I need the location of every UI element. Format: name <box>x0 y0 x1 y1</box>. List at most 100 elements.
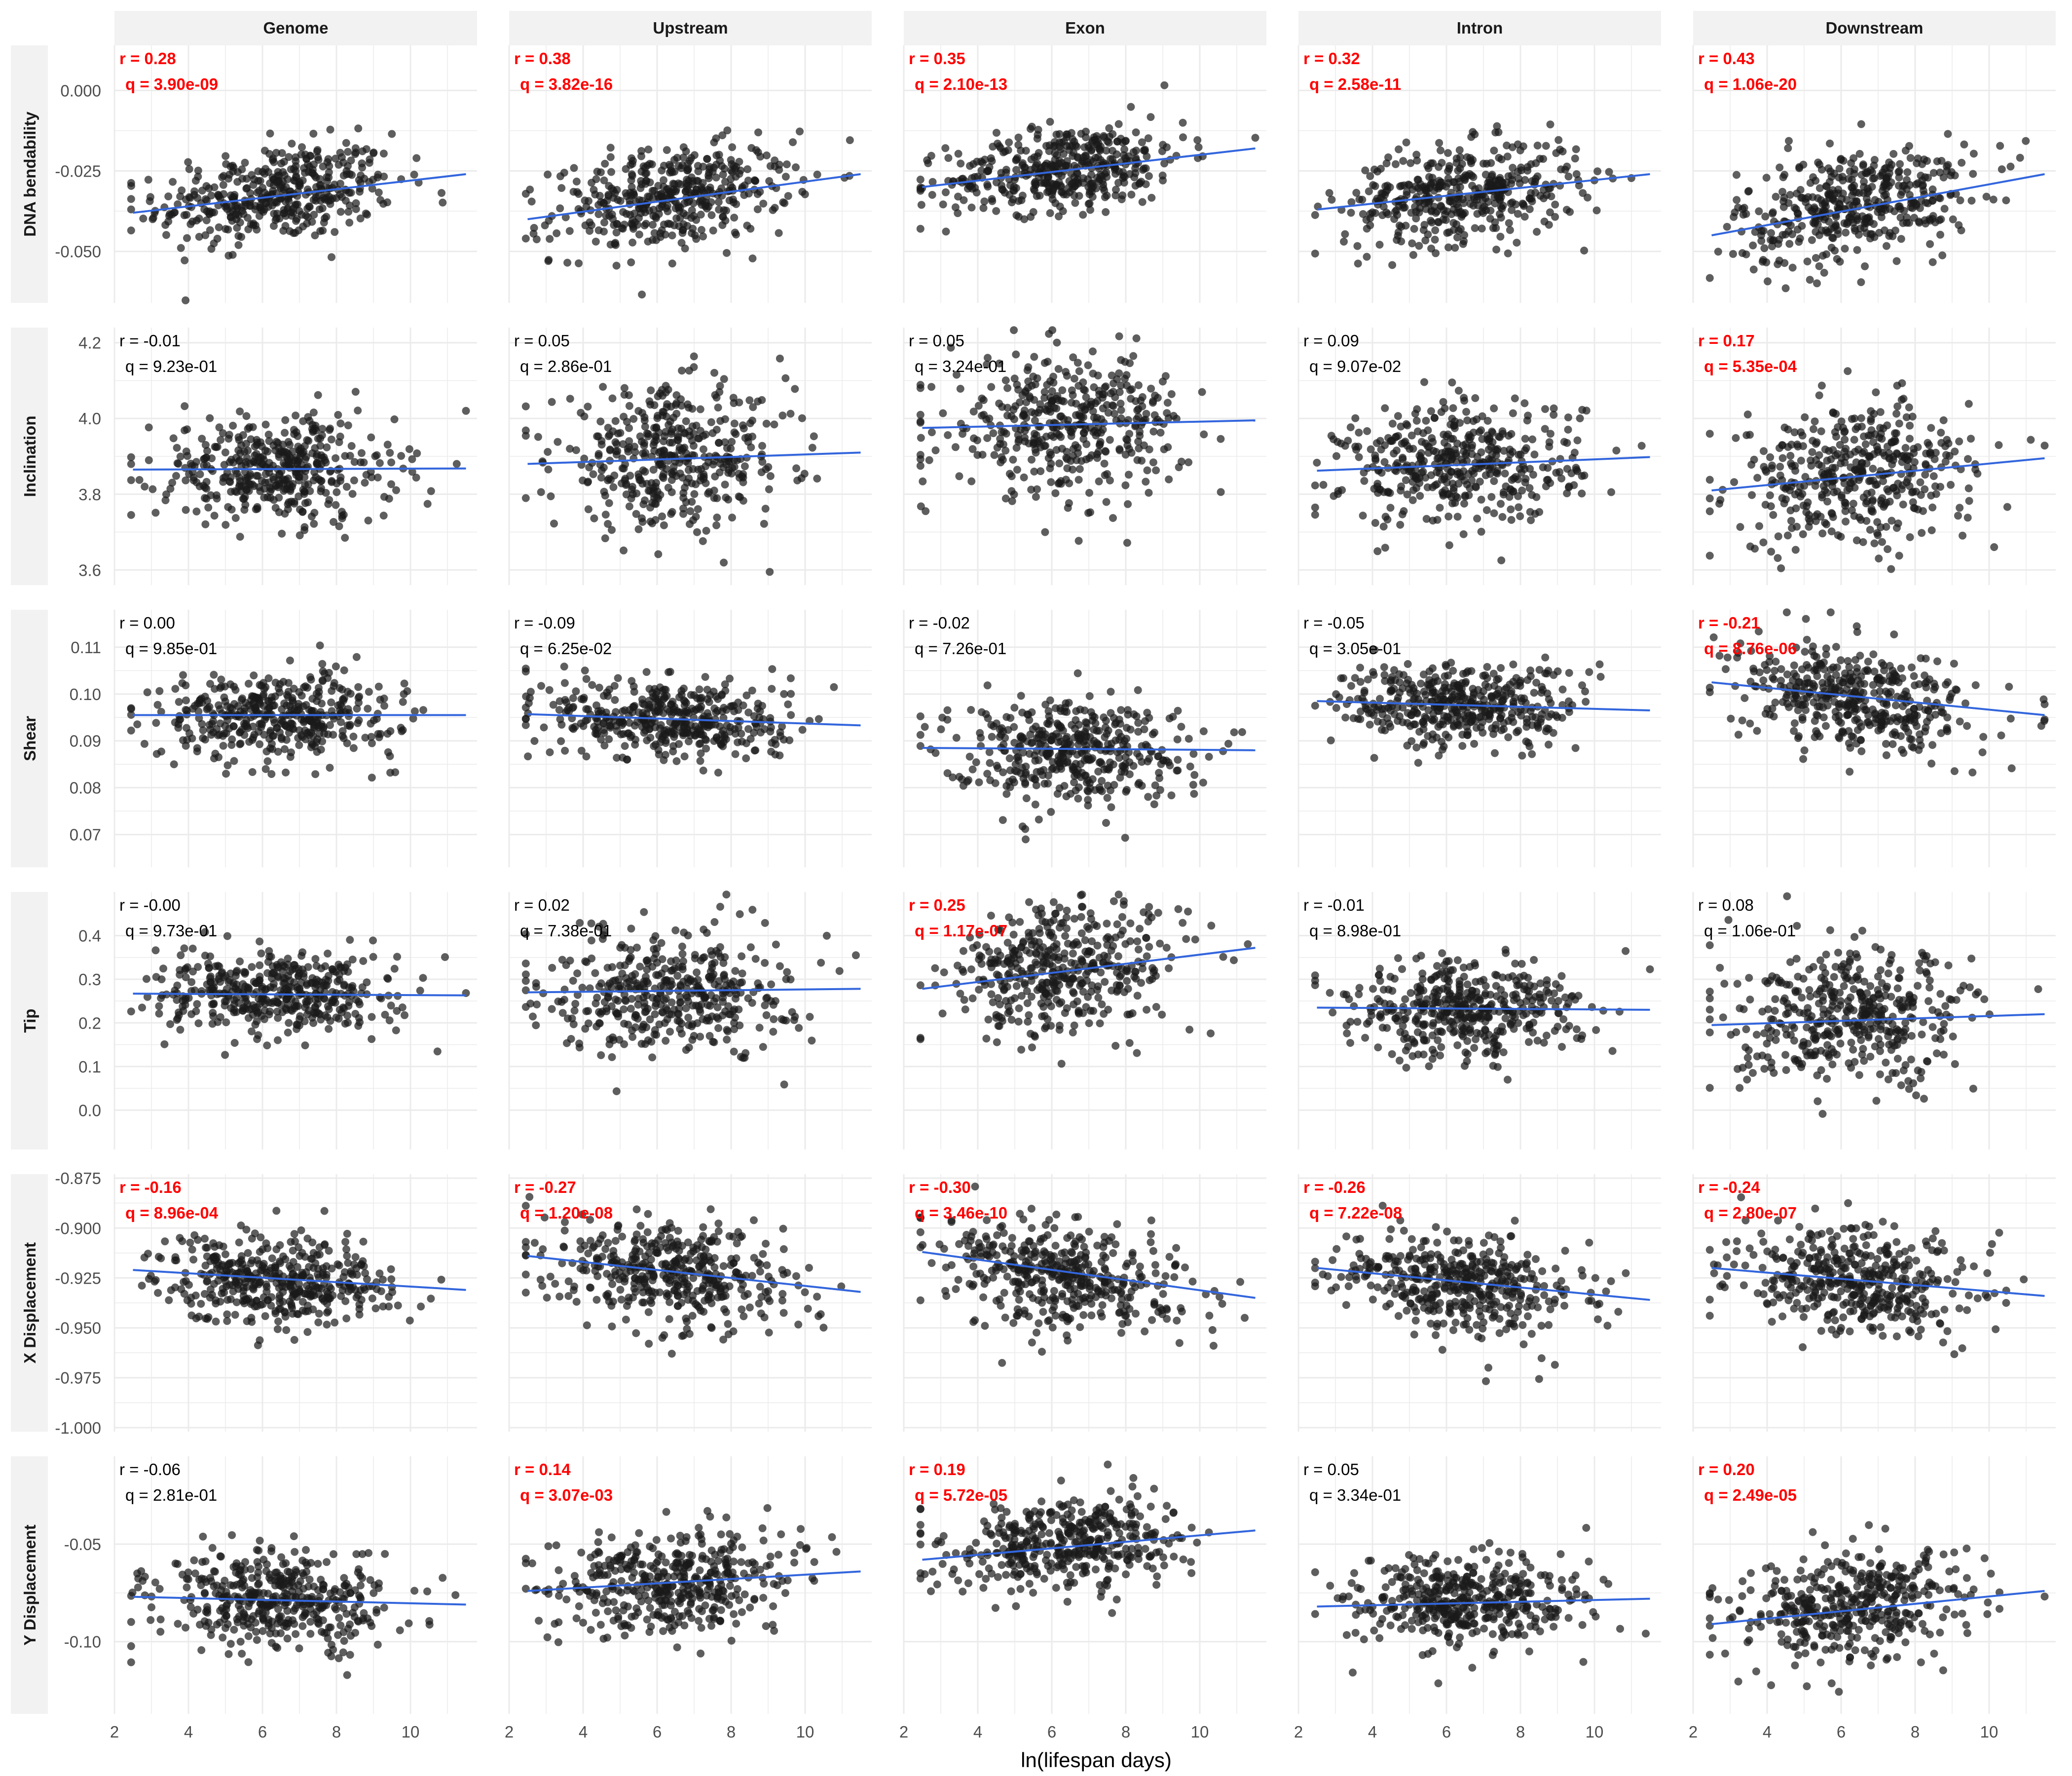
data-point <box>1395 145 1403 153</box>
data-point <box>207 245 216 253</box>
data-point <box>1445 228 1453 236</box>
data-point <box>612 261 621 270</box>
data-point <box>556 204 564 213</box>
correlation-r-label: r = 0.17 <box>1698 332 1755 350</box>
data-point <box>639 162 648 171</box>
data-point <box>1931 482 1939 490</box>
data-point <box>215 223 223 231</box>
data-point <box>706 186 714 194</box>
data-point <box>1947 481 1955 489</box>
data-point <box>1064 162 1073 170</box>
data-point <box>1106 155 1114 163</box>
data-point <box>749 403 757 411</box>
data-point <box>608 210 616 219</box>
data-point <box>1371 182 1379 190</box>
data-point <box>1490 404 1498 412</box>
data-point <box>1827 509 1836 517</box>
data-point <box>697 226 705 234</box>
data-point <box>242 185 251 193</box>
data-point <box>1105 124 1113 132</box>
data-point <box>358 147 367 155</box>
data-point <box>1029 372 1037 381</box>
data-point <box>295 207 303 215</box>
data-point <box>1905 403 1913 411</box>
data-point <box>760 519 768 528</box>
data-point <box>1086 206 1094 214</box>
correlation-q-label: q = 2.10e-13 <box>915 75 1007 93</box>
data-point <box>297 692 306 700</box>
data-point <box>967 203 976 212</box>
data-point <box>713 494 721 502</box>
data-point <box>1923 157 1931 165</box>
data-point <box>589 470 597 479</box>
data-point <box>222 152 230 160</box>
data-point <box>1905 469 1914 477</box>
data-point <box>336 180 344 188</box>
data-point <box>1515 174 1523 183</box>
data-point <box>602 212 610 220</box>
data-point <box>1458 195 1467 203</box>
data-point <box>173 459 182 467</box>
data-point <box>780 199 789 207</box>
data-point <box>1070 191 1078 200</box>
data-point <box>1937 429 1945 437</box>
data-point <box>566 444 574 453</box>
data-point <box>1858 422 1866 431</box>
data-point <box>1338 486 1346 494</box>
data-point <box>781 173 790 181</box>
data-point <box>681 244 689 253</box>
data-point <box>242 716 251 724</box>
data-point <box>1890 438 1898 446</box>
data-point <box>1529 471 1537 479</box>
data-point <box>699 179 707 187</box>
data-point <box>1853 246 1861 254</box>
data-point <box>202 484 211 493</box>
data-point <box>231 686 240 694</box>
data-point <box>237 726 246 734</box>
data-point <box>1936 194 1944 202</box>
data-point <box>1360 477 1369 485</box>
data-point <box>318 425 327 433</box>
data-point <box>181 402 189 410</box>
data-point <box>1100 390 1108 399</box>
data-point <box>332 454 340 462</box>
data-point <box>284 505 292 514</box>
data-point <box>267 770 276 778</box>
data-point <box>709 226 717 235</box>
data-point <box>1508 143 1517 151</box>
data-point <box>637 180 646 188</box>
data-point <box>1379 203 1388 211</box>
data-point <box>2003 503 2011 511</box>
data-point <box>1839 156 1848 165</box>
data-point <box>1878 538 1886 546</box>
data-point <box>1087 146 1096 154</box>
data-point <box>272 214 281 222</box>
data-point <box>1811 481 1819 490</box>
data-point <box>693 528 701 536</box>
data-point <box>234 241 243 249</box>
data-point <box>225 477 234 485</box>
data-point <box>987 383 996 391</box>
data-point <box>379 149 388 158</box>
data-point <box>1875 205 1884 213</box>
data-point <box>232 215 241 223</box>
data-point <box>1869 496 1877 504</box>
data-point <box>1429 159 1437 167</box>
data-point <box>711 472 719 481</box>
data-point <box>1580 246 1589 255</box>
data-point <box>295 741 303 749</box>
data-point <box>1132 128 1140 137</box>
data-point <box>1460 499 1468 508</box>
data-point <box>1822 182 1831 190</box>
data-point <box>1804 193 1812 201</box>
data-point <box>530 223 538 232</box>
column-strip-exon <box>904 11 1266 45</box>
data-point <box>601 491 609 500</box>
data-point <box>1798 490 1807 498</box>
data-point <box>1769 208 1777 217</box>
data-point <box>1748 491 1756 499</box>
data-point <box>1496 232 1505 241</box>
data-point <box>939 409 947 417</box>
data-point <box>1159 176 1167 185</box>
data-point <box>766 472 775 480</box>
